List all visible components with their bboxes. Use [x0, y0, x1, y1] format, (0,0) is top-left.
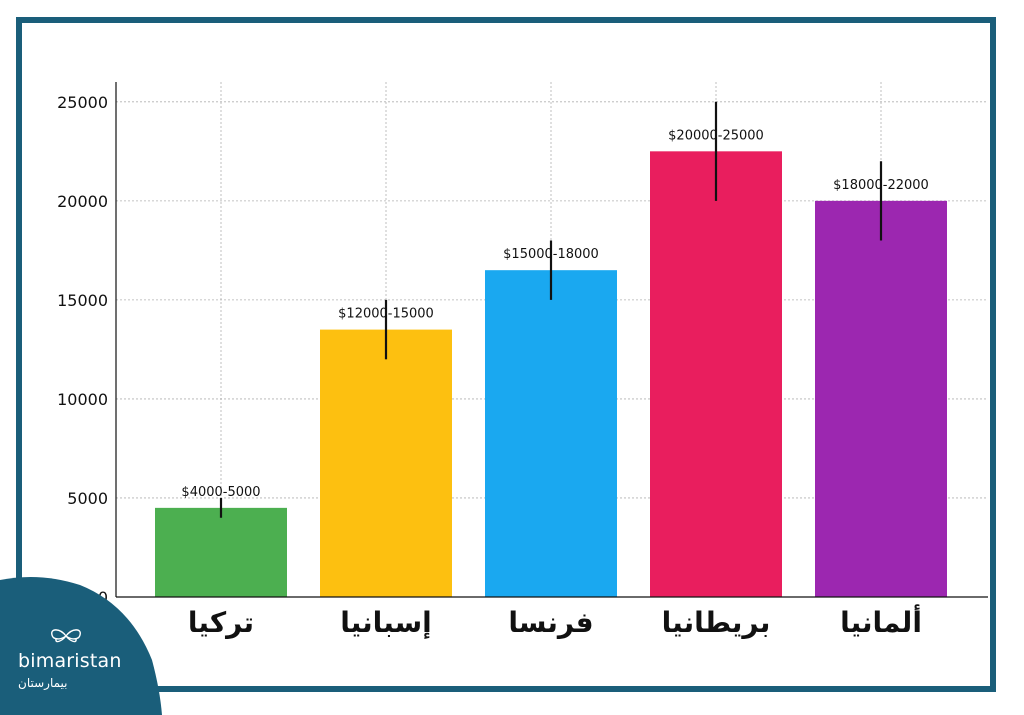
brand-name-arabic: بيمارستان — [18, 676, 68, 690]
error-bars — [219, 101, 883, 518]
x-tick-label: تركيا — [188, 606, 254, 639]
data-label: $20000-25000 — [668, 128, 764, 143]
x-tick-label: فرنسا — [508, 606, 593, 639]
tick-labels: 0 5000 10000 15000 20000 25000 تركيا إسبانيا فرن… — [57, 93, 922, 640]
bar — [320, 329, 452, 597]
x-tick-label: إسبانيا — [340, 606, 432, 640]
bar — [815, 200, 947, 597]
y-tick-label: 20000 — [57, 192, 108, 211]
data-label: $12000-15000 — [338, 307, 434, 322]
data-label: $18000-22000 — [833, 178, 929, 193]
x-tick-label: ألمانيا — [840, 604, 922, 639]
bars — [155, 151, 947, 598]
bar — [485, 270, 617, 597]
y-tick-label: 15000 — [57, 291, 108, 310]
y-tick-label: 5000 — [67, 489, 108, 508]
brand-name: bimaristan — [18, 650, 122, 672]
y-tick-label: 25000 — [57, 93, 108, 112]
x-tick-label: بريطانيا — [662, 606, 771, 639]
y-tick-label: 0 — [98, 588, 108, 607]
data-label: $4000-5000 — [181, 485, 260, 500]
data-labels: $4000-5000 $12000-15000 $15000-18000 $20000… — [181, 128, 928, 500]
axes — [115, 82, 988, 598]
bar — [650, 151, 782, 598]
y-tick-label: 10000 — [57, 390, 108, 409]
bar — [155, 507, 287, 597]
data-label: $15000-18000 — [503, 247, 599, 262]
